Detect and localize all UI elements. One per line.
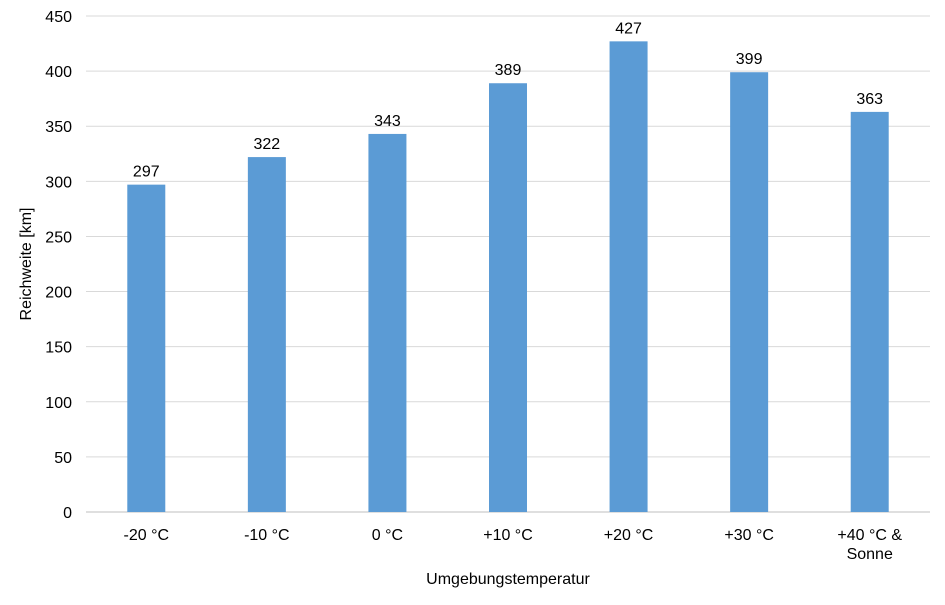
bars: [127, 41, 889, 513]
bar: [850, 111, 889, 512]
x-axis-ticks: -20 °C -10 °C 0 °C +10 °C +20 °C +30 °C +40 °C…: [124, 527, 903, 563]
x-tick-label: -20 °C: [124, 527, 170, 544]
y-tick-label: 200: [45, 285, 72, 302]
bar: [489, 83, 527, 512]
data-label: 389: [495, 62, 522, 79]
y-tick-label: 400: [45, 64, 72, 81]
y-tick-label: 100: [45, 395, 72, 412]
y-tick-label: 300: [45, 174, 72, 191]
data-label: 427: [615, 20, 642, 37]
data-label: 322: [254, 136, 281, 153]
x-tick-label: +30 °C: [724, 527, 774, 544]
data-labels: 297 322 343 389 427 399 363: [133, 20, 883, 180]
data-label: 343: [374, 113, 401, 130]
data-label: 399: [736, 51, 763, 68]
data-label: 297: [133, 164, 160, 181]
y-axis-title: Reichweite [km]: [18, 208, 35, 321]
bar: [247, 157, 286, 512]
x-tick-label: 0 °C: [372, 527, 403, 544]
y-tick-label: 450: [45, 9, 72, 26]
x-tick-label: +40 °C & Sonne: [837, 527, 902, 563]
y-tick-label: 0: [63, 505, 72, 522]
y-axis-ticks: 0 50 100 150 200 250 300 350 400 450: [45, 9, 72, 522]
x-axis-title: Umgebungstemperatur: [426, 571, 590, 588]
y-tick-label: 350: [45, 119, 72, 136]
y-tick-label: 250: [45, 229, 72, 246]
data-label: 363: [856, 91, 883, 108]
y-tick-label: 50: [54, 450, 72, 467]
x-tick-label: +10 °C: [483, 527, 533, 544]
y-tick-label: 150: [45, 340, 72, 357]
bar: [368, 133, 407, 512]
bar: [730, 72, 769, 513]
bar: [127, 184, 166, 512]
x-tick-label: +20 °C: [604, 527, 654, 544]
bar: [609, 41, 648, 513]
x-tick-label: -10 °C: [244, 527, 290, 544]
